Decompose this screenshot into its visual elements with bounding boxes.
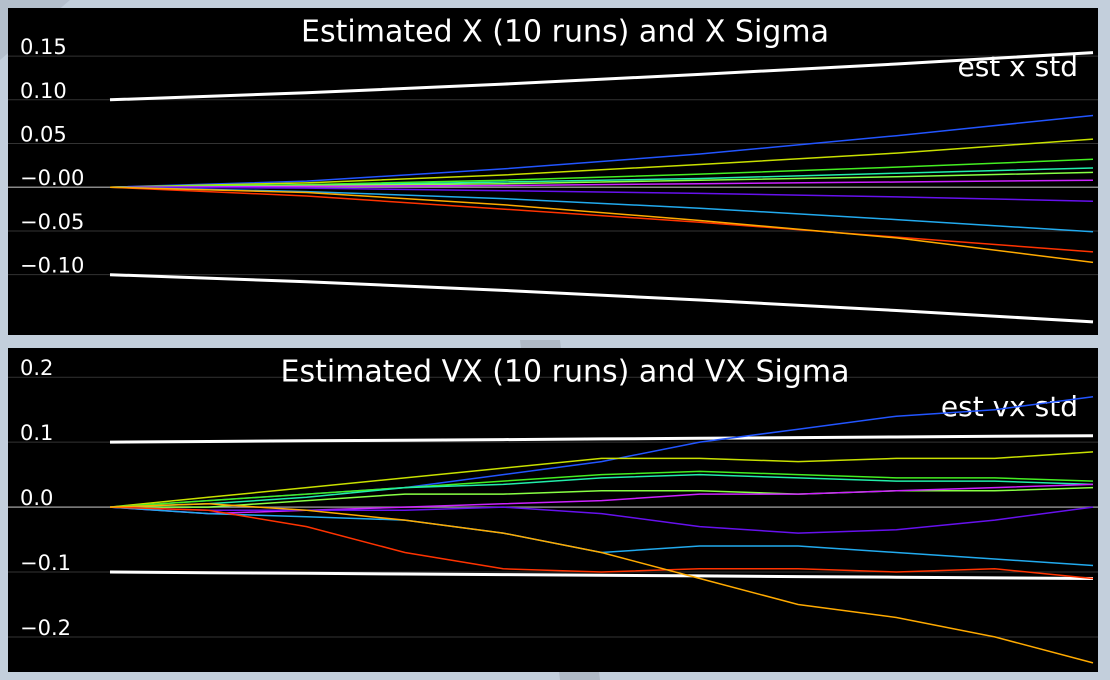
run-line — [109, 503, 1094, 664]
run-line — [109, 114, 1094, 188]
sigma-line — [109, 570, 1094, 580]
sigma-line — [109, 434, 1094, 444]
chart-title: Estimated X (10 runs) and X Sigma — [301, 15, 829, 50]
y-tick-label: 0.1 — [20, 421, 53, 445]
legend-label: est x std — [957, 50, 1078, 83]
run-line — [109, 138, 1094, 188]
run-line — [109, 506, 1094, 534]
run-line — [109, 473, 1094, 508]
run-line — [109, 186, 1094, 202]
y-tick-label: 0.05 — [20, 123, 67, 147]
run-line — [110, 486, 1094, 508]
y-tick-label: −0.10 — [20, 254, 84, 278]
run-line — [109, 483, 1094, 515]
run-line — [109, 179, 1094, 188]
chart-title: Estimated VX (10 runs) and VX Sigma — [281, 355, 850, 390]
y-tick-label: −0.05 — [20, 210, 84, 234]
legend-label: est vx std — [941, 390, 1078, 423]
y-tick-label: 0.10 — [20, 79, 67, 103]
y-tick-label: 0.15 — [20, 35, 67, 59]
run-line — [109, 186, 1094, 253]
y-tick-label: −0.00 — [20, 166, 84, 190]
run-line — [109, 186, 1094, 264]
sigma-line — [109, 273, 1094, 324]
run-line — [109, 451, 1094, 508]
y-tick-label: 0.0 — [20, 486, 53, 510]
y-tick-label: 0.2 — [20, 356, 53, 380]
run-line — [109, 506, 1094, 580]
run-line — [109, 470, 1094, 508]
y-tick-label: −0.2 — [20, 616, 71, 640]
y-tick-label: −0.1 — [20, 551, 71, 575]
sigma-line — [109, 51, 1094, 102]
